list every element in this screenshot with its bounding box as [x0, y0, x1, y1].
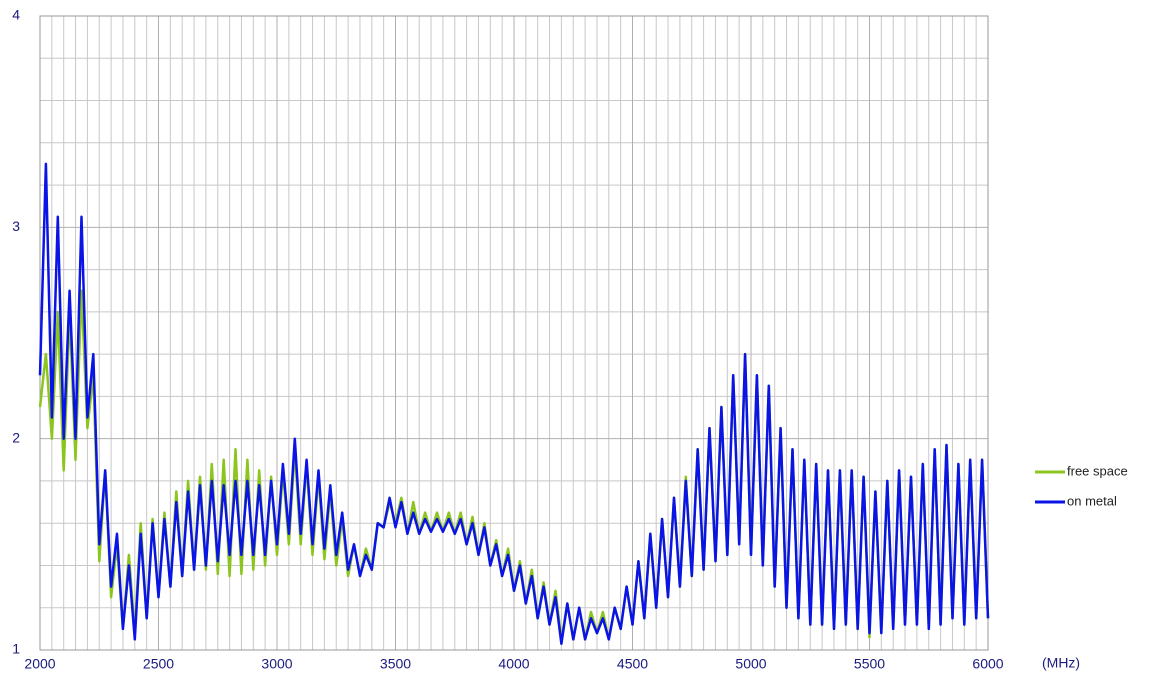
x-tick-label: 4000	[498, 656, 529, 672]
x-tick-label: 2000	[24, 656, 55, 672]
x-tick-label: 6000	[972, 656, 1003, 672]
x-tick-label: 5500	[854, 656, 885, 672]
series-line	[38, 162, 990, 645]
x-axis-label: (MHz)	[1042, 655, 1080, 671]
y-tick-label: 2	[12, 429, 20, 445]
legend-label: on metal	[1067, 493, 1117, 508]
y-tick-label: 1	[12, 641, 20, 657]
y-tick-label: 3	[12, 218, 20, 234]
x-tick-label: 3000	[261, 656, 292, 672]
x-tick-label: 5000	[735, 656, 766, 672]
y-tick-label: 4	[12, 7, 20, 23]
x-tick-label: 4500	[617, 656, 648, 672]
x-tick-label: 3500	[380, 656, 411, 672]
x-tick-label: 2500	[143, 656, 174, 672]
legend-label: free space	[1067, 463, 1128, 478]
